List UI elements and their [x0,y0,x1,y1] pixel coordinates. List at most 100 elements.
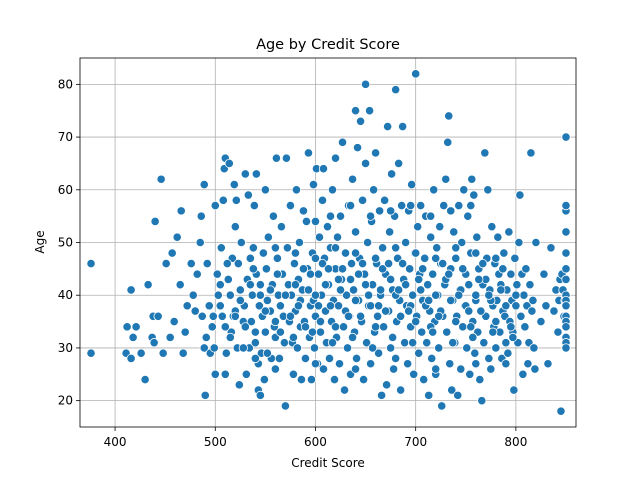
data-point [224,158,234,169]
data-point [292,343,303,353]
data-point [444,111,454,121]
data-point [501,359,511,369]
data-point [86,258,96,269]
data-point [300,322,311,332]
data-point [158,348,168,358]
data-point [365,359,376,369]
data-point [518,369,528,379]
data-point [435,222,445,232]
data-point [149,338,159,348]
data-point [414,274,424,284]
data-point [285,311,296,321]
data-point [512,280,522,290]
data-point [501,301,511,311]
data-point [511,290,521,300]
data-point [462,343,472,353]
data-point [240,322,250,332]
data-point [325,301,336,311]
data-point [337,137,348,147]
data-point [381,306,391,316]
data-point [355,116,366,126]
data-point [342,343,353,353]
data-point [318,164,329,174]
data-point [272,269,282,279]
data-point [405,264,415,274]
x-tick-label: 500 [204,435,227,449]
data-point [431,290,441,300]
data-point [310,216,321,227]
data-point [250,327,260,337]
data-point [491,316,501,327]
data-point [165,332,175,342]
data-point [210,201,220,211]
data-point [250,338,260,348]
data-point [353,269,364,279]
data-point [128,332,138,342]
data-point [251,169,261,179]
data-point [394,158,404,169]
data-point [426,211,436,221]
data-point [561,274,571,284]
y-tick-label: 80 [58,77,73,91]
data-point [437,401,447,411]
data-point [192,269,202,279]
data-point [530,364,540,374]
data-point [464,306,474,316]
grid [80,58,576,427]
data-point [387,169,397,179]
data-point [434,343,444,353]
data-point [262,295,272,306]
data-point [275,327,286,337]
data-point [447,385,457,395]
data-point [234,380,244,390]
data-point [396,385,406,395]
data-point [401,280,411,290]
data-point [561,264,571,274]
data-point [213,290,223,300]
data-point [161,258,171,269]
data-point [343,311,354,321]
data-point [262,348,272,358]
y-tick-label: 50 [58,236,73,250]
data-point [372,311,383,321]
data-point [379,322,389,332]
data-point [209,343,219,353]
data-point [305,269,316,279]
x-axis-ticks: 400 500 600 700 800 [104,427,527,449]
data-point [467,174,477,184]
data-point [380,195,390,205]
data-point [339,385,350,395]
data-point [361,338,372,348]
data-point [188,290,198,300]
data-point [451,253,461,263]
data-point [411,316,421,327]
data-point [249,201,259,211]
data-point [370,148,381,158]
data-point [541,301,551,311]
data-point [398,121,408,132]
data-point [248,243,258,253]
data-point [303,148,314,158]
data-point [471,290,481,300]
data-point [315,327,326,337]
data-point [491,343,501,353]
data-point [446,206,456,216]
data-point [216,243,226,253]
data-point [466,201,476,211]
data-point [408,290,418,300]
data-point [424,295,434,306]
data-point [456,364,466,374]
data-point [561,301,571,311]
data-point [556,406,566,416]
data-point [483,185,493,195]
data-point [378,243,388,253]
data-point [414,348,424,358]
data-point [350,227,361,237]
data-point [400,338,410,348]
data-point [529,343,539,353]
data-point [338,322,349,332]
x-tick-label: 800 [504,435,527,449]
data-point [207,322,217,332]
data-point [233,258,243,269]
